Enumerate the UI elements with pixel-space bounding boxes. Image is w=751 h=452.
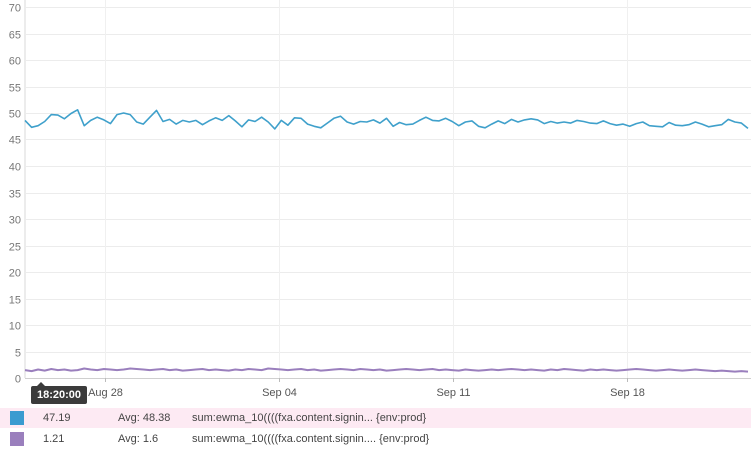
y-tick-label: 35 (9, 189, 21, 201)
legend-row-series-2[interactable]: 1.21 Avg: 1.6 sum:ewma_10((((fxa.content… (0, 429, 751, 449)
y-tick-label: 0 (15, 374, 21, 386)
y-tick-label: 20 (9, 268, 21, 280)
chart-legend: 47.19 Avg: 48.38 sum:ewma_10((((fxa.cont… (0, 408, 751, 450)
y-tick-label: 45 (9, 135, 21, 147)
y-tick-label: 5 (15, 348, 21, 360)
x-tick-label: Aug 28 (88, 387, 123, 399)
y-tick-label: 15 (9, 295, 21, 307)
legend-row-series-1[interactable]: 47.19 Avg: 48.38 sum:ewma_10((((fxa.cont… (0, 408, 751, 428)
series-average: Avg: 1.6 (118, 433, 159, 445)
y-tick-label: 30 (9, 215, 21, 227)
series-last-value: 47.19 (43, 412, 71, 424)
series-average: Avg: 48.38 (118, 412, 171, 424)
y-tick-label: 25 (9, 242, 21, 254)
x-tick-label: Sep 04 (262, 387, 297, 399)
timeseries-chart[interactable]: 0 5 10 15 20 25 30 35 40 45 50 55 60 65 70 Aug 28 Sep 04… (0, 0, 751, 404)
y-tick-label: 40 (9, 162, 21, 174)
series-query: sum:ewma_10((((fxa.content.signin.... {e… (192, 433, 430, 445)
cursor-time-label: 18:20:00 (31, 382, 88, 404)
x-tick-label: Sep 18 (610, 387, 645, 399)
y-tick-label: 55 (9, 83, 21, 95)
series-line-2 (24, 367, 749, 373)
series-color-swatch (10, 432, 24, 446)
y-tick-label: 65 (9, 30, 21, 42)
y-tick-label: 70 (9, 3, 21, 15)
y-tick-label: 50 (9, 109, 21, 121)
series-query: sum:ewma_10((((fxa.content.signin... {en… (192, 412, 427, 424)
series-line-1 (24, 109, 749, 130)
y-tick-label: 10 (9, 321, 21, 333)
chart-canvas: 0 5 10 15 20 25 30 35 40 45 50 55 60 65 70 Aug 28 Sep 04… (9, 0, 751, 399)
y-tick-label: 60 (9, 56, 21, 68)
series-color-swatch (10, 411, 24, 425)
x-tick-label: Sep 11 (436, 387, 470, 399)
series-last-value: 1.21 (43, 433, 65, 445)
